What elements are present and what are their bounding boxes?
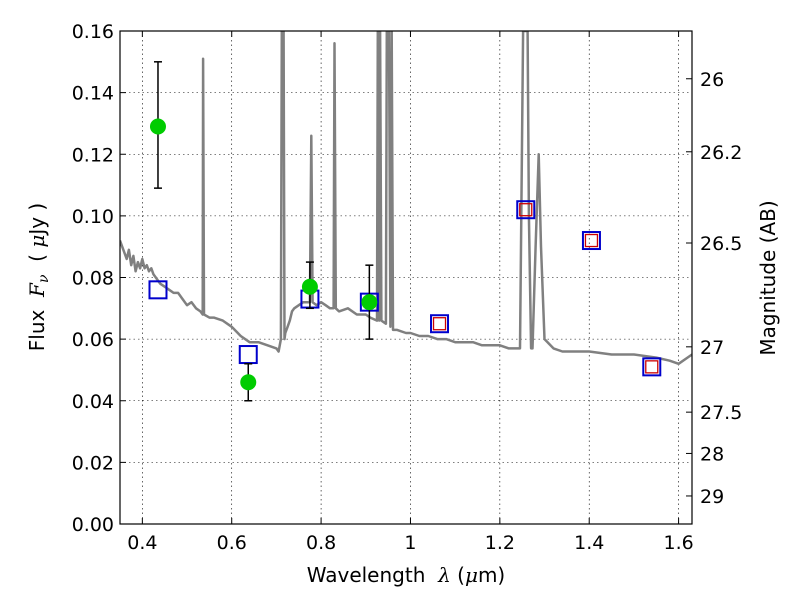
y-tick-label: 0.10	[72, 206, 114, 228]
series-layer	[120, 31, 692, 402]
x-tick-label: 1	[404, 532, 416, 554]
model-square-marker	[516, 200, 536, 220]
y-axis-label: Flux Fν ( μJy )	[25, 203, 52, 351]
measurement-point	[361, 294, 378, 311]
y-tick-label: 0.04	[72, 391, 114, 413]
y2-tick-label: 26.2	[700, 142, 742, 164]
x-tick-label: 1.6	[663, 532, 693, 554]
photometry-square-marker	[519, 203, 533, 217]
photometry-square-marker	[584, 233, 599, 248]
grid	[120, 31, 692, 524]
model-square-marker	[581, 231, 601, 251]
y-tick-label: 0.08	[72, 268, 114, 290]
photometry-square-marker	[645, 360, 659, 374]
y2-tick-label: 26.5	[700, 233, 742, 255]
model-square-marker	[430, 314, 450, 334]
y-tick-label: 0.00	[72, 514, 114, 536]
x-axis-label: Wavelength λ (μm)	[307, 563, 506, 587]
y-tick-label: 0.06	[72, 329, 114, 351]
y-tick-label: 0.12	[72, 144, 114, 166]
y2-tick-label: 27.5	[700, 402, 742, 424]
y2-tick-label: 27	[700, 337, 724, 359]
spectrum-line	[120, 31, 692, 366]
y-tick-label: 0.14	[72, 83, 114, 105]
y-tick-label: 0.02	[72, 452, 114, 474]
x-tick-label: 0.6	[217, 532, 247, 554]
y2-tick-label: 29	[700, 486, 724, 508]
x-tick-label: 0.4	[127, 532, 157, 554]
y2-tick-label: 26	[700, 69, 724, 91]
photometry-square-marker	[432, 317, 447, 331]
measurement-point	[240, 374, 257, 391]
measurement-point	[149, 118, 166, 135]
y-tick-label: 0.16	[72, 21, 114, 43]
model-square-marker	[642, 357, 662, 377]
y2-axis-label: Magnitude (AB)	[756, 200, 780, 355]
y2-tick-label: 28	[700, 443, 724, 465]
ticks: 0.4 0.6 0.8 1 1.2 1.4 1.6 0.00 0.02 0.04 0.06 0.08 0…	[72, 21, 743, 554]
x-tick-label: 1.4	[574, 532, 604, 554]
measurement-point	[301, 278, 318, 295]
model-square-marker	[148, 280, 168, 300]
x-tick-label: 0.8	[306, 532, 336, 554]
x-tick-label: 1.2	[485, 532, 515, 554]
